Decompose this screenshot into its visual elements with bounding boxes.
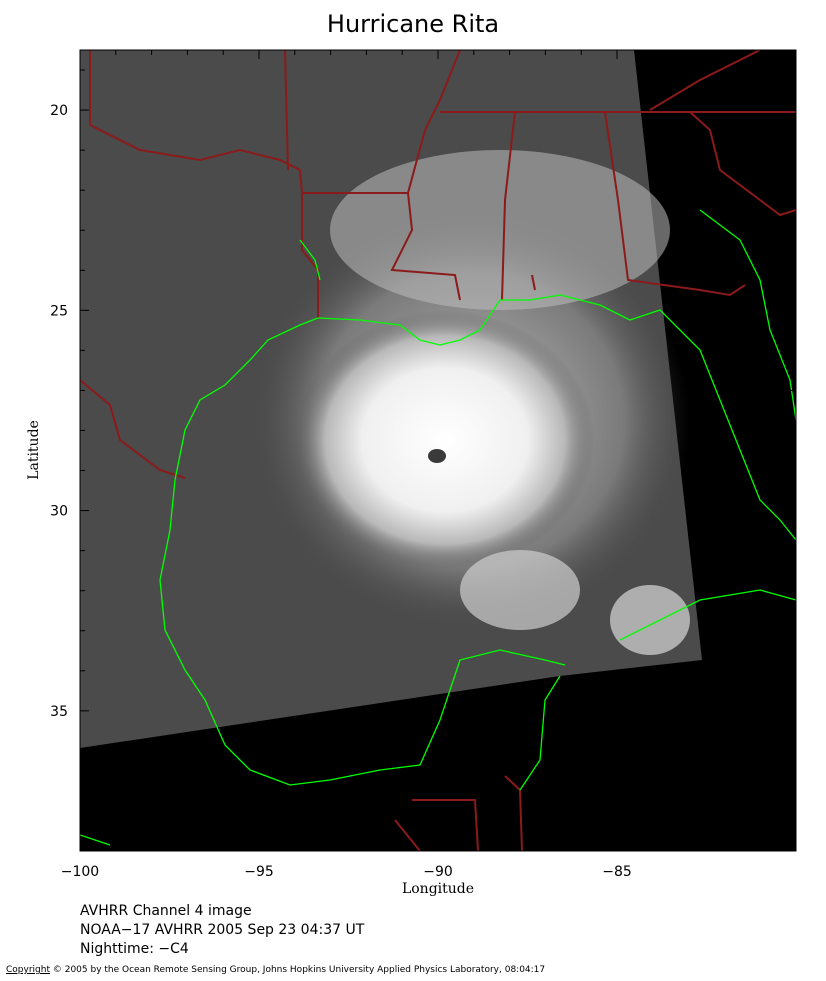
caption-line-2: NOAA−17 AVHRR 2005 Sep 23 04:37 UT bbox=[80, 922, 365, 938]
cloud-band-north bbox=[330, 150, 670, 310]
hurricane-eye bbox=[428, 449, 446, 463]
y-tick-label: 25 bbox=[50, 303, 68, 319]
y-tick-label: 20 bbox=[50, 103, 68, 119]
y-tick-label: 35 bbox=[50, 704, 68, 720]
map-title: Hurricane Rita bbox=[326, 10, 500, 38]
copyright-text: © 2005 by the Ocean Remote Sensing Group… bbox=[52, 965, 546, 975]
y-axis-title: Latitude bbox=[26, 420, 42, 480]
caption-line-1: AVHRR Channel 4 image bbox=[80, 903, 252, 919]
copyright-notice: Copyright © 2005 by the Ocean Remote Sen… bbox=[6, 965, 545, 975]
cloud-cluster-south bbox=[460, 550, 580, 630]
map-plot-area bbox=[80, 50, 796, 851]
x-tick-label: −90 bbox=[423, 864, 453, 880]
cloud-cluster-cuba bbox=[610, 585, 690, 655]
coastlines bbox=[80, 209, 796, 846]
x-axis-title: Longitude bbox=[402, 881, 474, 897]
hurricane-core bbox=[295, 310, 595, 570]
y-tick-label: 30 bbox=[50, 504, 68, 520]
x-tick-label: −95 bbox=[244, 864, 274, 880]
caption-line-3: Nighttime: −C4 bbox=[80, 941, 189, 957]
x-tick-label: −85 bbox=[602, 864, 632, 880]
copyright-prefix: Copyright bbox=[6, 965, 50, 975]
axis-ticks: −100 −95 −90 −85 35 30 25 20 bbox=[50, 50, 797, 880]
x-tick-label: −100 bbox=[61, 864, 99, 880]
